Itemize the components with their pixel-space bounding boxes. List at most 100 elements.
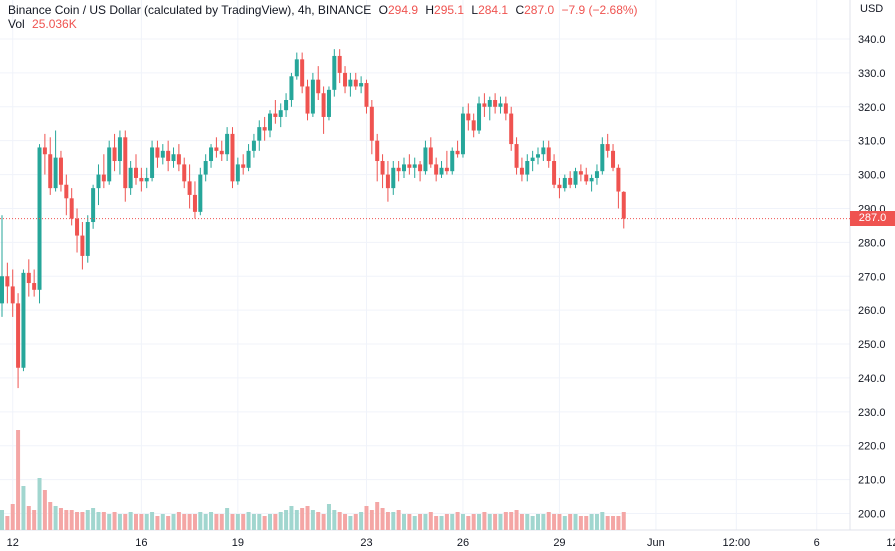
candle-body	[75, 218, 80, 236]
candle-body	[536, 154, 540, 158]
candle-body	[380, 161, 385, 175]
candle-body	[273, 113, 278, 117]
volume-bar	[155, 516, 160, 530]
candle-body	[235, 164, 240, 182]
candle-body	[402, 164, 406, 172]
volume-bar	[48, 502, 53, 530]
volume-bar	[412, 516, 417, 530]
volume-bar	[455, 512, 460, 530]
volume-bar	[219, 514, 224, 530]
volume-bar	[439, 516, 444, 530]
volume-bar	[621, 512, 626, 530]
candle-body	[332, 55, 337, 90]
y-tick-label: 320.0	[858, 102, 886, 114]
volume-bar	[396, 510, 401, 530]
candle-body	[509, 113, 514, 145]
volume-bar	[0, 510, 4, 530]
candle-body	[203, 161, 208, 175]
volume-bar	[284, 510, 289, 530]
volume-bar	[611, 516, 616, 530]
candle-body	[209, 147, 214, 162]
candle-body	[594, 171, 599, 178]
volume-bar	[616, 516, 621, 530]
change-value: −7.9 (−2.68%)	[561, 3, 638, 17]
candle-body	[503, 103, 508, 114]
x-tick-label: 12	[7, 537, 19, 549]
candle-body	[530, 157, 535, 162]
y-tick-label: 330.0	[858, 68, 886, 80]
volume-bar	[300, 508, 305, 530]
candle-body	[294, 59, 299, 77]
candle-body	[176, 154, 181, 165]
y-tick-label: 210.0	[858, 475, 886, 487]
candle-body	[487, 100, 492, 107]
candle-body	[316, 79, 321, 94]
volume-bar	[80, 512, 85, 530]
volume-bar	[493, 514, 498, 530]
volume-bar	[246, 512, 251, 530]
volume-bar	[278, 512, 283, 530]
candle-body	[391, 167, 396, 189]
candle-body	[182, 164, 187, 182]
volume-bar	[552, 514, 557, 530]
candle-body	[26, 272, 31, 284]
volume-bar	[503, 512, 508, 530]
low-value: 284.1	[478, 3, 509, 17]
candle-body	[289, 76, 294, 101]
volume-bar	[600, 512, 605, 530]
candle-body	[225, 133, 230, 155]
volume-bar	[450, 514, 455, 530]
candle-body	[85, 222, 90, 256]
y-tick-label: 300.0	[858, 170, 886, 182]
x-tick-label: 6	[814, 537, 820, 549]
volume-bar	[58, 508, 63, 530]
volume-bar	[605, 516, 610, 530]
volume-bar	[37, 478, 42, 530]
candle-body	[171, 154, 176, 162]
candle-body	[600, 144, 605, 172]
volume-bar	[214, 514, 219, 530]
volume-bar	[123, 514, 128, 530]
volume-bar	[5, 516, 10, 530]
candle-body	[444, 167, 449, 172]
volume-bar	[380, 508, 385, 530]
volume-bar	[171, 514, 176, 530]
volume-bar	[160, 514, 165, 530]
current-price-badge: 287.0	[850, 211, 895, 226]
volume-bar	[348, 516, 353, 530]
volume-bar	[509, 512, 514, 530]
volume-bar	[107, 514, 112, 530]
volume-bar	[482, 512, 487, 530]
volume-bar	[241, 514, 246, 530]
candle-body	[53, 157, 58, 189]
volume-bar	[134, 514, 138, 530]
candle-body	[278, 110, 283, 117]
candle-body	[160, 150, 165, 158]
candle-body	[385, 174, 390, 189]
volume-bar	[294, 510, 299, 530]
candle-body	[64, 184, 69, 199]
candle-body	[514, 144, 519, 168]
y-tick-label: 220.0	[858, 441, 886, 453]
candle-body	[58, 157, 63, 185]
volume-bar	[96, 512, 101, 530]
volume-bar	[407, 514, 412, 530]
volume-bar	[53, 506, 58, 530]
volume-bar	[337, 512, 342, 530]
x-tick-label: 26	[457, 537, 469, 549]
volume-bar	[525, 514, 530, 530]
candle-body	[423, 147, 428, 172]
volume-bar	[343, 514, 348, 530]
volume-bar	[578, 516, 583, 530]
candle-body	[477, 103, 482, 131]
symbol-title: Binance Coin / US Dollar (calculated by …	[8, 3, 372, 17]
candle-body	[584, 174, 589, 182]
candle-body	[552, 161, 557, 185]
candle-body	[439, 167, 444, 175]
candle-body	[321, 93, 326, 117]
y-tick-label: 260.0	[858, 305, 886, 317]
volume-bar	[225, 508, 230, 530]
volume-bar	[589, 514, 594, 530]
volume-bar	[101, 512, 106, 530]
